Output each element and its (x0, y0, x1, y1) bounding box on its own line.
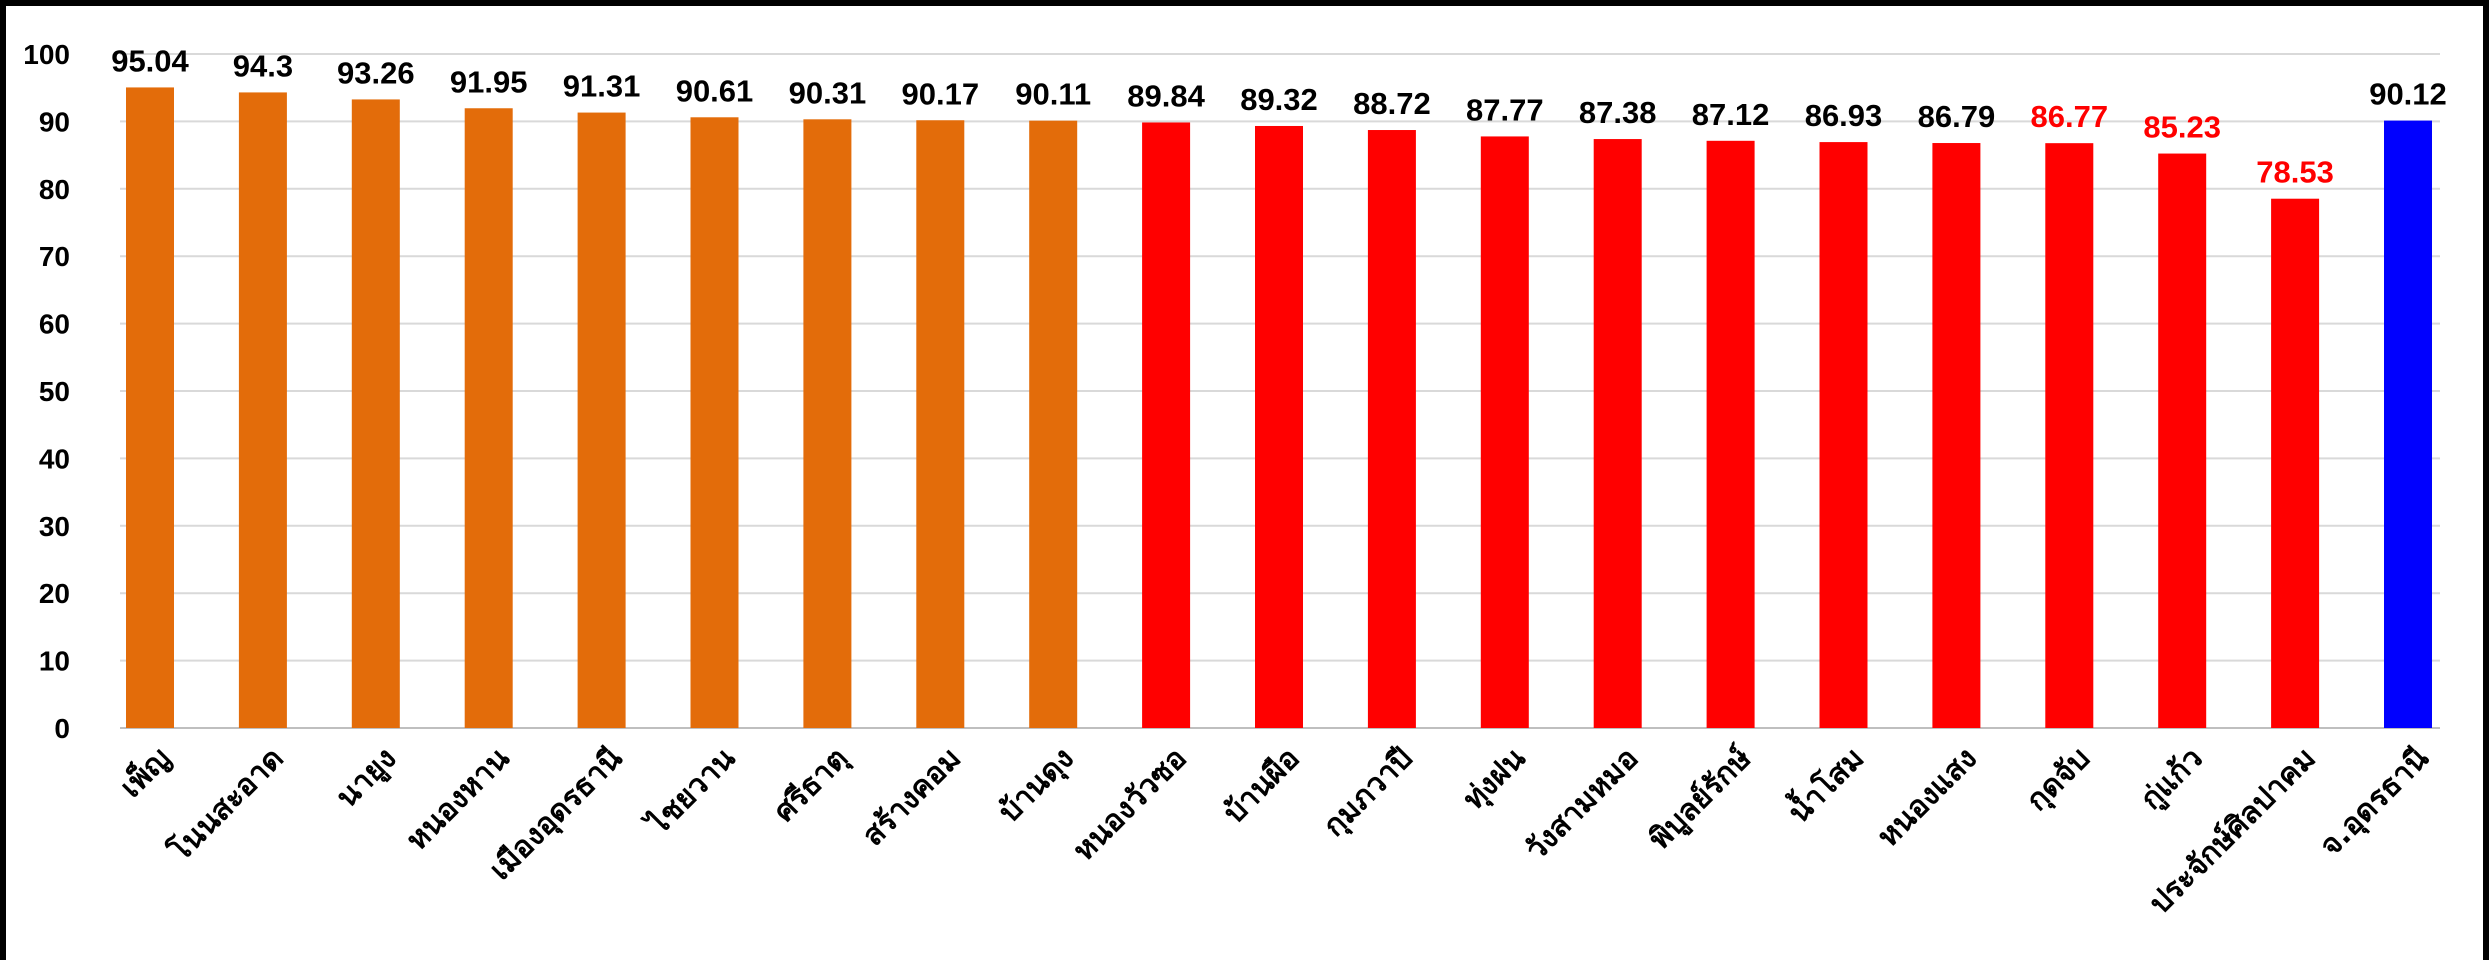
y-axis-tick-labels: 0 10 20 30 40 50 60 70 80 90 100 (23, 39, 70, 744)
data-label: 87.77 (1466, 92, 1544, 127)
y-tick-label: 0 (54, 713, 70, 744)
bar (1142, 122, 1191, 729)
y-tick-label: 10 (39, 646, 70, 677)
bar (2384, 120, 2432, 729)
y-tick-label: 20 (39, 578, 70, 609)
x-tick-label: หนองวัวซอ (1066, 741, 1193, 868)
data-label: 86.79 (1918, 99, 1996, 134)
bar (351, 99, 400, 728)
bars (126, 87, 2432, 729)
bar (803, 119, 852, 728)
x-tick-label: กุมภวาปี (1317, 741, 1421, 845)
data-label: 88.72 (1353, 86, 1431, 121)
x-tick-label: นายูง (329, 741, 404, 816)
data-label: 91.31 (563, 69, 641, 104)
data-label: 89.84 (1127, 78, 1205, 113)
data-label: 86.77 (2031, 99, 2109, 134)
x-tick-label: น้ำโสม (1777, 737, 1871, 831)
data-label: 95.04 (111, 43, 189, 78)
x-tick-label: วังสามหมอ (1519, 741, 1646, 868)
x-tick-label: หนองหาน (400, 741, 517, 858)
y-tick-label: 90 (39, 106, 70, 137)
bar (126, 87, 174, 728)
bar (690, 117, 739, 729)
y-tick-label: 30 (39, 511, 70, 542)
bar (238, 92, 287, 729)
x-tick-label: ทุ่งฝน (1456, 741, 1533, 818)
data-label: 90.17 (902, 76, 980, 111)
x-tick-label: ศรีธาตุ (767, 741, 856, 830)
bar (1706, 140, 1755, 728)
data-label: 93.26 (337, 55, 415, 90)
y-tick-label: 60 (39, 309, 70, 340)
x-tick-label: สร้างคอม (856, 741, 968, 853)
bar (1932, 143, 1981, 728)
x-tick-label: บ้านดุง (992, 741, 1081, 830)
bar (2271, 198, 2320, 729)
bar (1029, 120, 1078, 729)
bar (1819, 142, 1868, 728)
x-tick-label: พิบูลย์รักษ์ (1642, 740, 1759, 857)
x-tick-label: หนองแสง (1871, 741, 1984, 854)
bar (2045, 143, 2094, 729)
data-label: 78.53 (2256, 155, 2334, 190)
bar (577, 112, 626, 728)
data-label: 90.61 (676, 73, 754, 108)
data-label: 87.12 (1692, 97, 1770, 132)
x-tick-label: กุดจับ (2020, 741, 2098, 819)
data-label: 87.38 (1579, 95, 1657, 130)
x-tick-label: กู่แก้ว (2134, 741, 2211, 818)
data-label: 86.93 (1805, 98, 1883, 133)
data-label: 90.31 (789, 75, 867, 110)
data-label: 91.95 (450, 64, 528, 99)
data-label: 89.32 (1240, 82, 1318, 117)
x-tick-label: จ.อุดรธานี (2313, 741, 2437, 865)
data-labels: 95.04 94.3 93.26 91.95 91.31 90.61 90.31 90.17 9… (111, 43, 2447, 189)
data-label: 90.11 (1015, 77, 1091, 112)
x-tick-label: ไชยวาน (639, 740, 743, 844)
bar (916, 120, 965, 728)
bar (1480, 136, 1529, 729)
data-label: 90.12 (2369, 77, 2447, 112)
data-label: 94.3 (233, 48, 293, 83)
y-tick-label: 70 (39, 241, 70, 272)
y-tick-label: 100 (23, 39, 70, 70)
x-tick-label: เพ็ญ (112, 739, 177, 804)
y-tick-label: 50 (39, 376, 70, 407)
x-tick-label: บ้านผือ (1217, 741, 1307, 831)
y-tick-label: 40 (39, 443, 70, 474)
bar (1593, 139, 1642, 728)
bar (2158, 153, 2207, 728)
bar (1255, 125, 1303, 728)
bar (1367, 130, 1416, 728)
y-tick-label: 80 (39, 174, 70, 205)
data-label: 85.23 (2143, 110, 2221, 145)
x-tick-label: โนนสะอาด (161, 739, 291, 869)
bar (464, 108, 513, 728)
